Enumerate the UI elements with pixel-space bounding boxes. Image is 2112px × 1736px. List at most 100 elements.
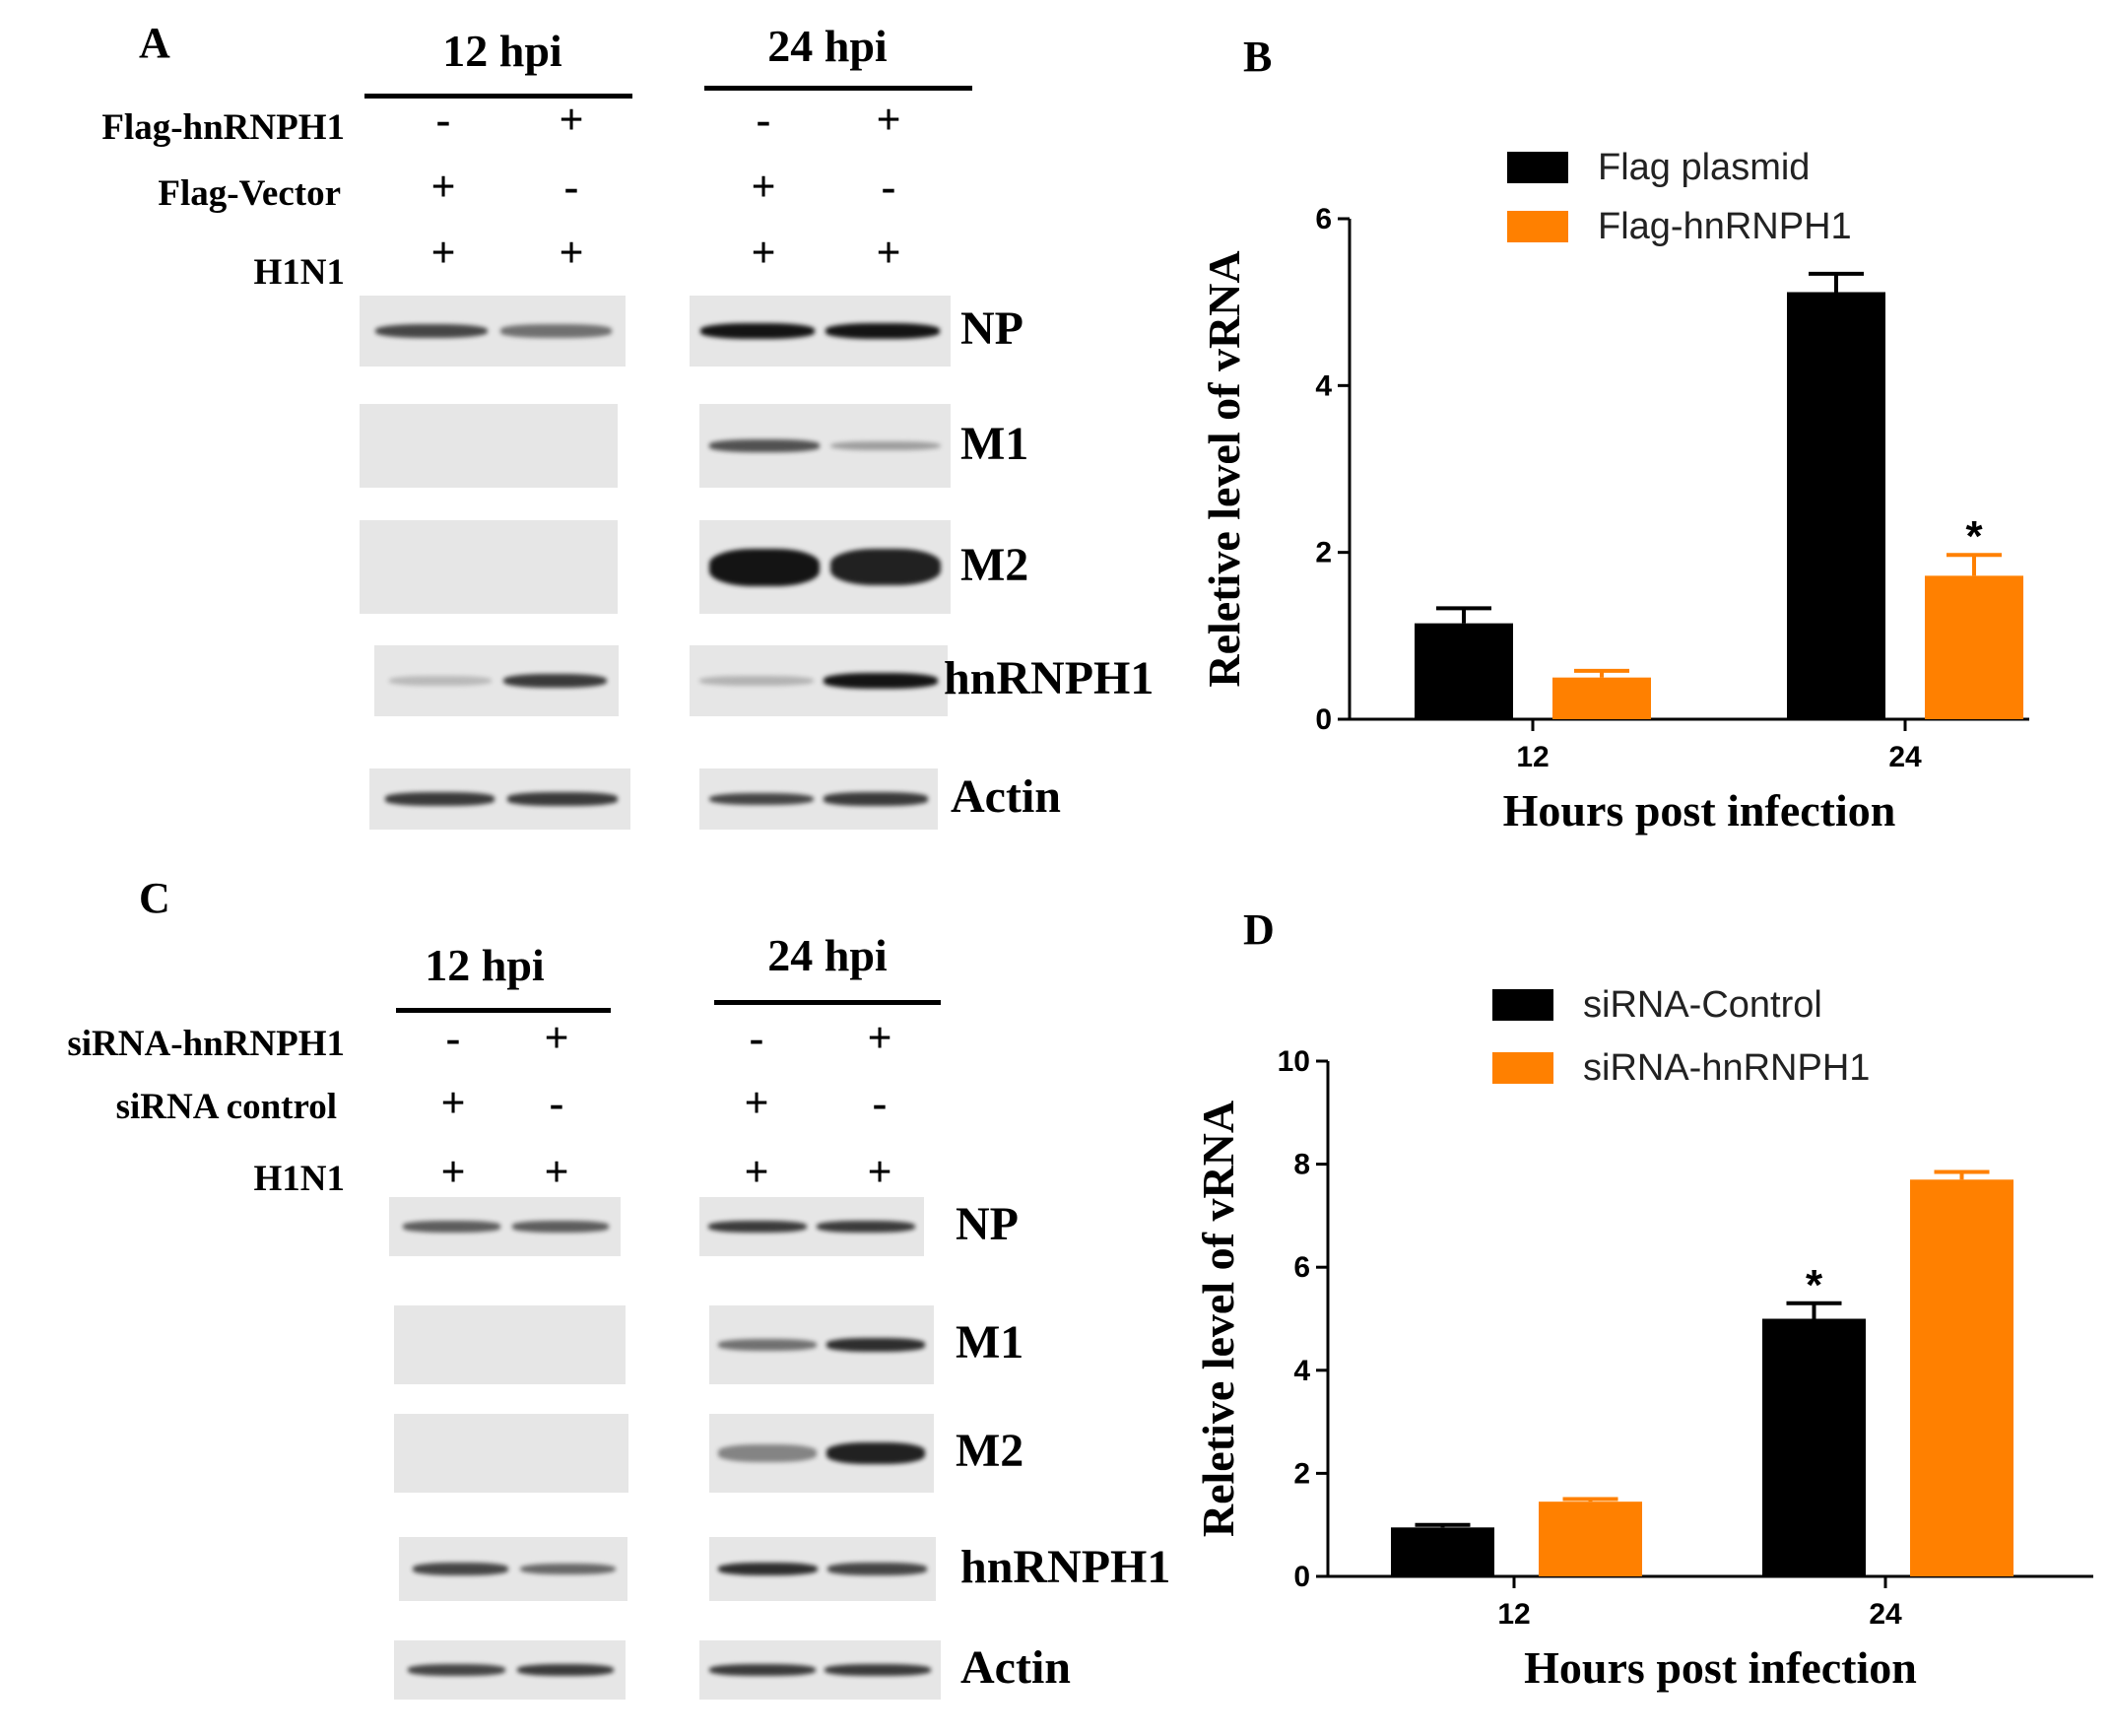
bar-flag-hnrnph1-24	[1925, 575, 2023, 719]
blot-band	[829, 440, 941, 451]
blot-label: M2	[956, 1425, 1024, 1477]
bar-sirna-control-12	[1391, 1527, 1494, 1576]
header-underline	[396, 1008, 611, 1013]
time-header-12hpi: 12 hpi	[425, 940, 545, 990]
sign-cell: +	[430, 229, 456, 277]
time-header-24hpi: 24 hpi	[767, 930, 888, 980]
panel-letter-b: B	[1243, 33, 1273, 81]
condition-label: H1N1	[253, 1159, 346, 1199]
sign-cell: +	[544, 1014, 569, 1062]
x-tick-label: 12	[1516, 741, 1549, 773]
blot-label: M2	[960, 538, 1029, 591]
y-tick-label: 10	[1278, 1045, 1310, 1078]
bar-flag-plasmid-24	[1787, 292, 1885, 719]
blot-label: M1	[960, 417, 1029, 470]
blot-band	[412, 1563, 509, 1575]
blot-band	[500, 324, 613, 338]
y-tick-label: 0	[1315, 703, 1332, 736]
sign-cell: -	[881, 163, 896, 211]
blot-band	[709, 439, 821, 452]
legend-swatch	[1507, 211, 1568, 242]
y-tick-label: 6	[1293, 1251, 1310, 1284]
sign-cell: +	[751, 163, 776, 211]
legend-swatch	[1507, 152, 1568, 183]
condition-label: Flag-hnRNPH1	[101, 107, 345, 148]
blot-label: Actin	[951, 770, 1061, 823]
legend-label: Flag-hnRNPH1	[1598, 206, 1852, 247]
time-header-24hpi: 24 hpi	[767, 21, 888, 71]
condition-label: Flag-Vector	[158, 173, 341, 214]
blot-band	[503, 673, 607, 689]
x-tick-label: 12	[1497, 1598, 1530, 1631]
blot-band	[825, 1442, 925, 1464]
blot-band	[403, 1221, 500, 1233]
sign-cell: -	[549, 1079, 564, 1127]
blot-label: M1	[956, 1316, 1024, 1369]
legend-label: Flag plasmid	[1598, 147, 1810, 188]
blot-band	[519, 1563, 617, 1575]
y-tick-label: 8	[1293, 1149, 1310, 1181]
bar-sirna-hnrnph1-12	[1539, 1502, 1642, 1576]
header-underline	[704, 86, 972, 91]
bar-sirna-control-24	[1762, 1318, 1866, 1576]
sign-cell: -	[756, 96, 771, 144]
condition-label: siRNA control	[115, 1087, 337, 1127]
header-underline	[364, 94, 632, 99]
blot-band	[408, 1664, 505, 1676]
y-tick-label: 4	[1293, 1355, 1310, 1387]
bar-flag-hnrnph1-12	[1552, 677, 1651, 719]
blot-band	[829, 548, 941, 586]
blot-band	[825, 1663, 932, 1677]
sign-cell: +	[440, 1079, 466, 1127]
blot-label: Actin	[960, 1641, 1071, 1694]
panel-letter-a: A	[139, 19, 170, 67]
blot-band	[507, 792, 618, 806]
legend-label: siRNA-hnRNPH1	[1583, 1047, 1870, 1089]
sign-cell: +	[430, 163, 456, 211]
panel-letter-d: D	[1243, 905, 1275, 954]
blot-band	[708, 792, 815, 806]
y-tick-label: 2	[1315, 537, 1332, 569]
sign-cell: +	[867, 1014, 892, 1062]
blot-band	[384, 792, 495, 806]
sign-cell: +	[751, 229, 776, 277]
blot-strip-12hpi	[394, 1305, 626, 1384]
blot-label: NP	[956, 1198, 1019, 1250]
blot-band	[388, 676, 493, 686]
blot-band	[718, 1444, 818, 1462]
blot-band	[516, 1663, 615, 1677]
blot-band	[826, 1563, 927, 1575]
sign-cell: -	[435, 96, 451, 144]
sign-cell: +	[867, 1148, 892, 1196]
blot-band	[699, 323, 816, 339]
blot-strip-12hpi	[394, 1414, 628, 1493]
condition-label: H1N1	[253, 252, 346, 293]
y-axis-title: Reletive level of vRNA	[1199, 250, 1249, 687]
blot-label: hnRNPH1	[960, 1540, 1171, 1593]
blot-band	[708, 1663, 816, 1677]
blot-band	[718, 1339, 818, 1351]
sign-cell: +	[744, 1079, 769, 1127]
significance-star: *	[1806, 1261, 1823, 1309]
sign-cell: +	[876, 96, 901, 144]
blot-band	[825, 323, 941, 339]
header-underline	[714, 1000, 941, 1005]
blot-strip-12hpi	[360, 404, 618, 488]
y-axis-title: Reletive level of vRNA	[1193, 1101, 1243, 1537]
blot-band	[511, 1221, 610, 1233]
blot-band	[825, 1338, 925, 1352]
blot-band	[824, 673, 938, 689]
y-tick-label: 2	[1293, 1457, 1310, 1490]
panel-letter-c: C	[139, 874, 170, 922]
blot-band	[375, 323, 488, 339]
blot-band	[708, 1220, 808, 1234]
sign-cell: -	[872, 1079, 888, 1127]
legend-swatch	[1492, 1052, 1553, 1084]
bar-flag-plasmid-12	[1415, 623, 1513, 719]
sign-cell: +	[744, 1148, 769, 1196]
sign-cell: +	[559, 229, 584, 277]
sign-cell: +	[876, 229, 901, 277]
x-tick-label: 24	[1888, 741, 1922, 773]
